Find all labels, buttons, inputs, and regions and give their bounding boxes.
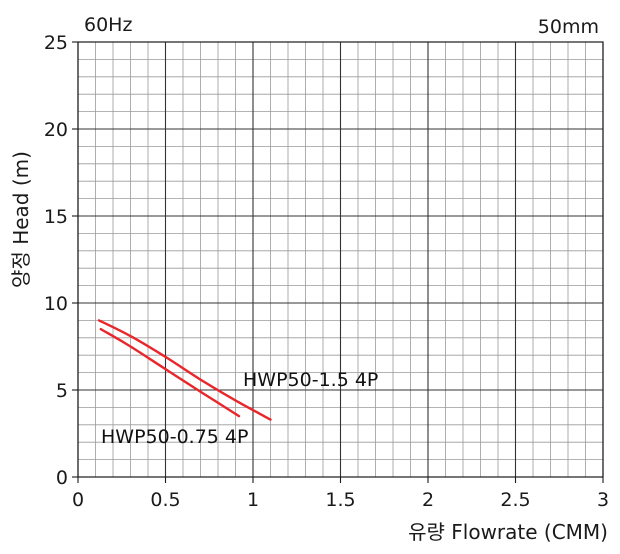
x-tick-label: 1.5 — [325, 489, 355, 511]
x-axis-label: 유량 Flowrate (CMM) — [408, 520, 608, 544]
x-tick-label: 1 — [247, 489, 259, 511]
major-grid — [77, 41, 604, 478]
x-axis-ticks: 0 0.5 1 1.5 2 2.5 3 — [72, 477, 609, 511]
series-line-0 — [97, 319, 272, 421]
y-tick-label: 25 — [44, 32, 68, 54]
frequency-label: 60Hz — [84, 14, 132, 36]
y-axis-ticks: 0 5 10 15 20 25 — [44, 32, 78, 489]
pipe-size-label: 50mm — [538, 16, 599, 38]
y-axis-label: 양정 Head (m) — [9, 151, 33, 288]
y-tick-label: 10 — [44, 293, 68, 315]
series-label-hwp50-1-5-4p: HWP50-1.5 4P — [243, 369, 378, 391]
series-label-hwp50-0-75-4p: HWP50-0.75 4P — [101, 426, 248, 448]
y-tick-label: 20 — [44, 119, 68, 141]
x-tick-label: 0.5 — [150, 489, 180, 511]
x-tick-label: 2.5 — [500, 489, 530, 511]
y-tick-label: 5 — [56, 380, 68, 402]
series-line-1 — [99, 327, 241, 418]
y-tick-label: 0 — [56, 467, 68, 489]
x-tick-label: 0 — [72, 489, 84, 511]
y-tick-label: 15 — [44, 206, 68, 228]
x-tick-label: 3 — [597, 489, 609, 511]
series-lines — [97, 319, 272, 421]
x-tick-label: 2 — [422, 489, 434, 511]
